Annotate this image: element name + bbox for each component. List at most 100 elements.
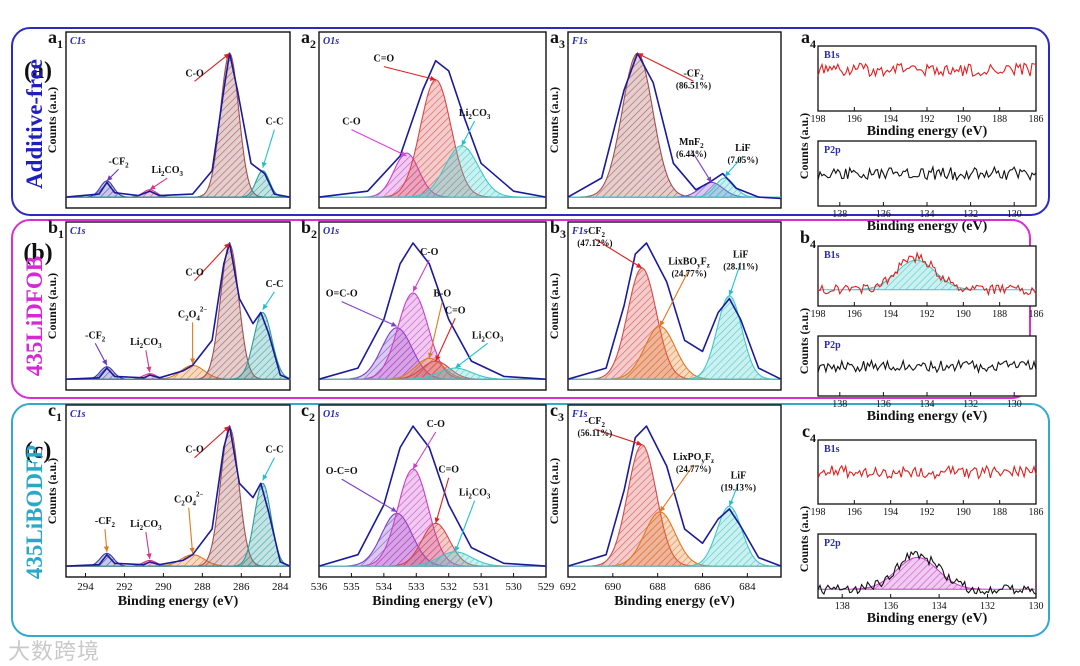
annotation-label: O-C=O (326, 466, 358, 477)
panel-title: O1s (323, 409, 339, 420)
y-axis-label: Counts (a.u.) (547, 273, 561, 339)
spectrum-line (817, 464, 1037, 480)
annotation-label: C2O42− (178, 305, 208, 322)
panel-title: F1s (571, 226, 588, 237)
panel-letter: b2 (301, 217, 317, 241)
annotation-arrowhead (223, 426, 230, 432)
x-tick-label: 688 (649, 581, 666, 593)
x-tick-label: 130 (1007, 399, 1022, 410)
panel-letter: a2 (301, 27, 316, 51)
x-tick-label: 186 (1029, 114, 1044, 125)
panel-b2: O=C-O C-O B-O C=O Li2CO3 O1s b2 (301, 217, 547, 391)
annotation-label: LixBOyFz (668, 257, 710, 270)
row-name-b: 435LiDFOB (22, 256, 47, 376)
x-tick-label: 136 (876, 399, 891, 410)
annotation-label: C-O (185, 268, 204, 279)
annotation-arrow (351, 129, 407, 157)
x-tick-label: 531 (473, 581, 490, 593)
annotation-arrowhead (390, 506, 397, 512)
annotation-arrowhead (103, 546, 109, 552)
x-tick-label: 690 (605, 581, 622, 593)
annotation-arrow (383, 66, 436, 81)
panel-c2: O-C=O C-O C=O Li2CO3 O1s 536 535 534 533 532 531 53… (301, 400, 555, 609)
envelope-line (567, 242, 782, 380)
x-tick-label: 692 (560, 581, 577, 593)
x-tick-label: 136 (883, 601, 898, 612)
annotation-label: Li2CO3 (130, 337, 162, 350)
annotation-arrowhead (413, 463, 419, 469)
envelope-line (318, 59, 547, 198)
row-c-frame (11, 403, 1050, 637)
x-tick-label: 190 (956, 507, 971, 518)
x-tick-label: 196 (847, 309, 862, 320)
x-tick-label: 292 (116, 581, 133, 593)
annotation-label: Li2CO3 (459, 488, 491, 501)
annotation-label: LiF (733, 250, 749, 261)
x-tick-label: 194 (883, 309, 898, 320)
annotation-label: Li2CO3 (152, 165, 184, 178)
subplot-frame (817, 439, 1037, 505)
annotation-arrow (435, 318, 456, 362)
annotation-arrowhead (637, 53, 644, 59)
panel-a1: C-O C-C -CF2 Li2CO3 C1s Counts (a.u.) a1 (45, 27, 291, 209)
annotation-label: MnF2 (679, 137, 704, 150)
annotation-percent: (47.12%) (577, 238, 612, 248)
annotation-percent: (28.11%) (723, 262, 758, 272)
annotation-percent: (24.77%) (676, 464, 711, 474)
annotation-arrowhead (659, 505, 666, 512)
annotation-arrowhead (262, 303, 268, 310)
x-tick-label: 198 (811, 309, 826, 320)
component-c-c (66, 312, 291, 380)
x-tick-label: 136 (876, 209, 891, 220)
spectrum-line (817, 550, 1037, 596)
annotation-arrowhead (706, 176, 712, 183)
annotation-arrowhead (636, 440, 642, 446)
y-axis-label: Counts (a.u.) (547, 87, 561, 153)
envelope-line (567, 425, 782, 567)
panel-letter: a3 (550, 27, 565, 51)
y-axis-label: Counts (a.u.) (547, 458, 561, 524)
annotation-label: Li2CO3 (472, 330, 504, 343)
x-axis-label: Binding energy (eV) (867, 409, 988, 424)
annotation-arrowhead (636, 262, 642, 268)
annotation-arrow (659, 269, 690, 327)
annotation-label: -CF2 (585, 416, 606, 429)
x-tick-label: 192 (920, 309, 935, 320)
row-b-frame (11, 219, 1031, 399)
annotation-arrowhead (454, 545, 460, 552)
annotation-arrowhead (659, 320, 665, 327)
annotation-arrowhead (146, 553, 152, 559)
row-a-frame (11, 27, 1050, 216)
panel-title: F1s (571, 409, 588, 420)
subplot-frame (817, 140, 1037, 207)
x-tick-label: 192 (920, 114, 935, 125)
spectrum-line (817, 251, 1037, 297)
annotation-arrowhead (434, 517, 440, 524)
annotation-arrowhead (390, 321, 397, 327)
annotation-label: LixPOyFz (673, 452, 714, 465)
annotation-percent: (56.11%) (578, 428, 613, 438)
x-tick-label: 138 (832, 209, 847, 220)
annotation-label: -CF2 (683, 68, 704, 81)
panel-title: O1s (323, 36, 339, 47)
annotation-arrow (194, 425, 230, 459)
spectrum-line (817, 62, 1037, 78)
annotation-arrowhead (146, 366, 152, 373)
x-tick-label: 188 (992, 309, 1007, 320)
x-tick-label: 134 (920, 399, 935, 410)
x-tick-label: 535 (343, 581, 360, 593)
row-tag-a: (a) (24, 58, 52, 84)
annotation-arrowhead (189, 547, 195, 554)
subplot-title: B1s (824, 50, 840, 61)
annotation-arrowhead (262, 474, 268, 481)
annotation-arrow (262, 129, 275, 168)
x-tick-label: 194 (883, 114, 898, 125)
y-axis-label: Counts (a.u.) (797, 506, 811, 572)
component-lif (568, 177, 781, 198)
x-tick-label: 686 (694, 581, 711, 593)
x-tick-label: 294 (77, 581, 94, 593)
panel-letter: c3 (550, 400, 564, 424)
panel-a2: C=O C-O Li2CO3 O1s a2 (301, 27, 547, 209)
x-tick-label: 132 (963, 209, 978, 220)
component-li2co3 (319, 145, 546, 198)
